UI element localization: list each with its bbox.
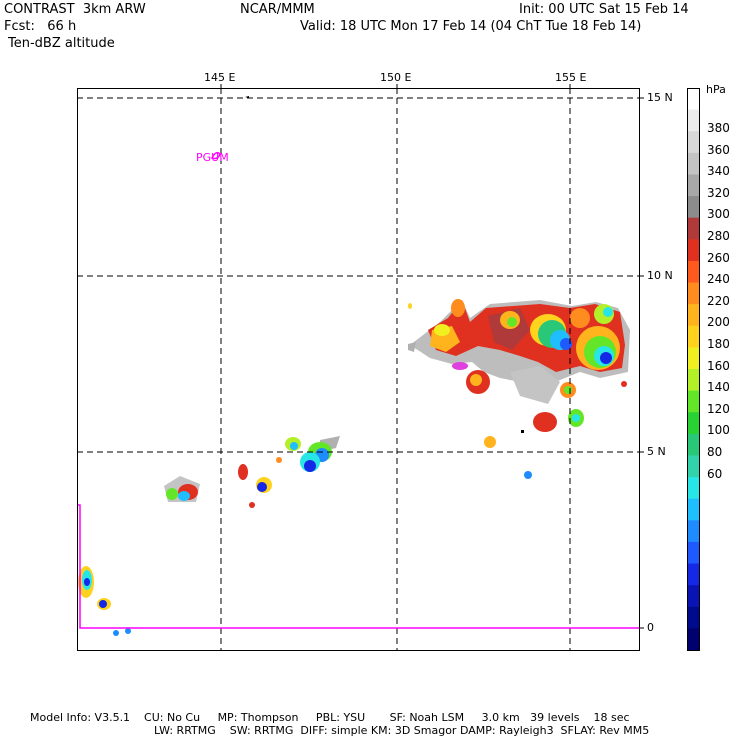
colorbar-swatch [687,131,699,154]
lat-label-equator: 0 [647,621,654,634]
colorbar-swatch [687,260,699,284]
colorbar-swatch [687,152,699,175]
colorbar-label: 80 [707,445,723,459]
colorbar-swatch [687,520,699,543]
colorbar-label: 320 [707,185,730,200]
island-marker [245,96,249,98]
station-label-pgum: PGUM [196,151,229,164]
echo-cluster-northeast [408,299,630,392]
colorbar-swatch [687,88,699,111]
colorbar-label: 240 [707,272,730,287]
echo-cluster-west [78,476,200,636]
colorbar-swatch [687,390,699,413]
colorbar-swatch [687,585,699,608]
colorbar-swatch [687,455,699,478]
colorbar-swatch [687,477,699,500]
colorbar-label: 220 [707,293,730,308]
colorbar-swatch [687,369,699,392]
colorbar-label: 340 [707,164,730,179]
lon-label-155: 155 E [555,71,587,84]
colorbar-swatch [687,304,699,327]
echo-cluster-east [466,366,627,479]
colorbar-swatch [687,433,699,456]
colorbar-label: 140 [707,380,730,395]
colorbar-label: 260 [707,250,730,265]
coastline [77,151,639,629]
colorbar-label: 380 [707,121,730,135]
lon-label-150: 150 E [380,71,412,84]
colorbar-label: 60 [707,466,723,481]
echo-field [78,299,630,636]
colorbar-swatch [687,347,699,370]
colorbar-swatch [687,282,699,305]
map-frame [77,88,640,651]
colorbar-label: 360 [707,142,730,157]
colorbar-label: 280 [707,229,730,243]
colorbar-swatch [687,628,699,651]
colorbar-label: 120 [707,401,730,416]
echo-cluster-central [238,436,340,508]
colorbar-label: 200 [707,315,730,330]
colorbar-label: 300 [707,207,730,222]
init-time: Init: 00 UTC Sat 15 Feb 14 [519,2,689,17]
colorbar-label: 160 [707,358,730,373]
model-title: CONTRAST 3km ARW [4,2,146,17]
colorbar-label: 100 [707,423,730,438]
colorbar-swatch [687,109,699,132]
colorbar-swatch [687,196,699,219]
model-info-line1: Model Info: V3.5.1 CU: No Cu MP: Thompso… [30,711,630,724]
lat-label-5n: 5 N [647,445,666,458]
colorbar-swatch [687,498,699,521]
lat-label-15n: 15 N [647,91,673,104]
lat-label-10n: 10 N [647,269,673,282]
colorbar-frame [687,88,700,651]
valid-time: Valid: 18 UTC Mon 17 Feb 14 (04 ChT Tue … [300,19,642,34]
lon-label-145: 145 E [204,71,236,84]
colorbar-swatch [687,325,699,348]
center-label: NCAR/MMM [240,2,315,17]
colorbar-swatch [687,606,699,629]
lat-lon-grid [77,88,639,650]
colorbar [687,88,700,651]
colorbar-swatch [687,541,699,565]
colorbar-swatch [687,239,699,262]
model-info-line2: LW: RRTMG SW: RRTMG DIFF: simple KM: 3D … [154,724,650,737]
colorbar-swatch [687,412,699,435]
colorbar-swatch [687,217,699,240]
colorbar-swatch [687,174,699,197]
colorbar-swatch [687,563,699,586]
axis-ticks [220,84,644,629]
colorbar-unit: hPa [706,83,726,96]
colorbar-label: 180 [707,337,730,351]
field-name: Ten-dBZ altitude [8,36,115,51]
forecast-hour: Fcst: 66 h [4,19,77,34]
